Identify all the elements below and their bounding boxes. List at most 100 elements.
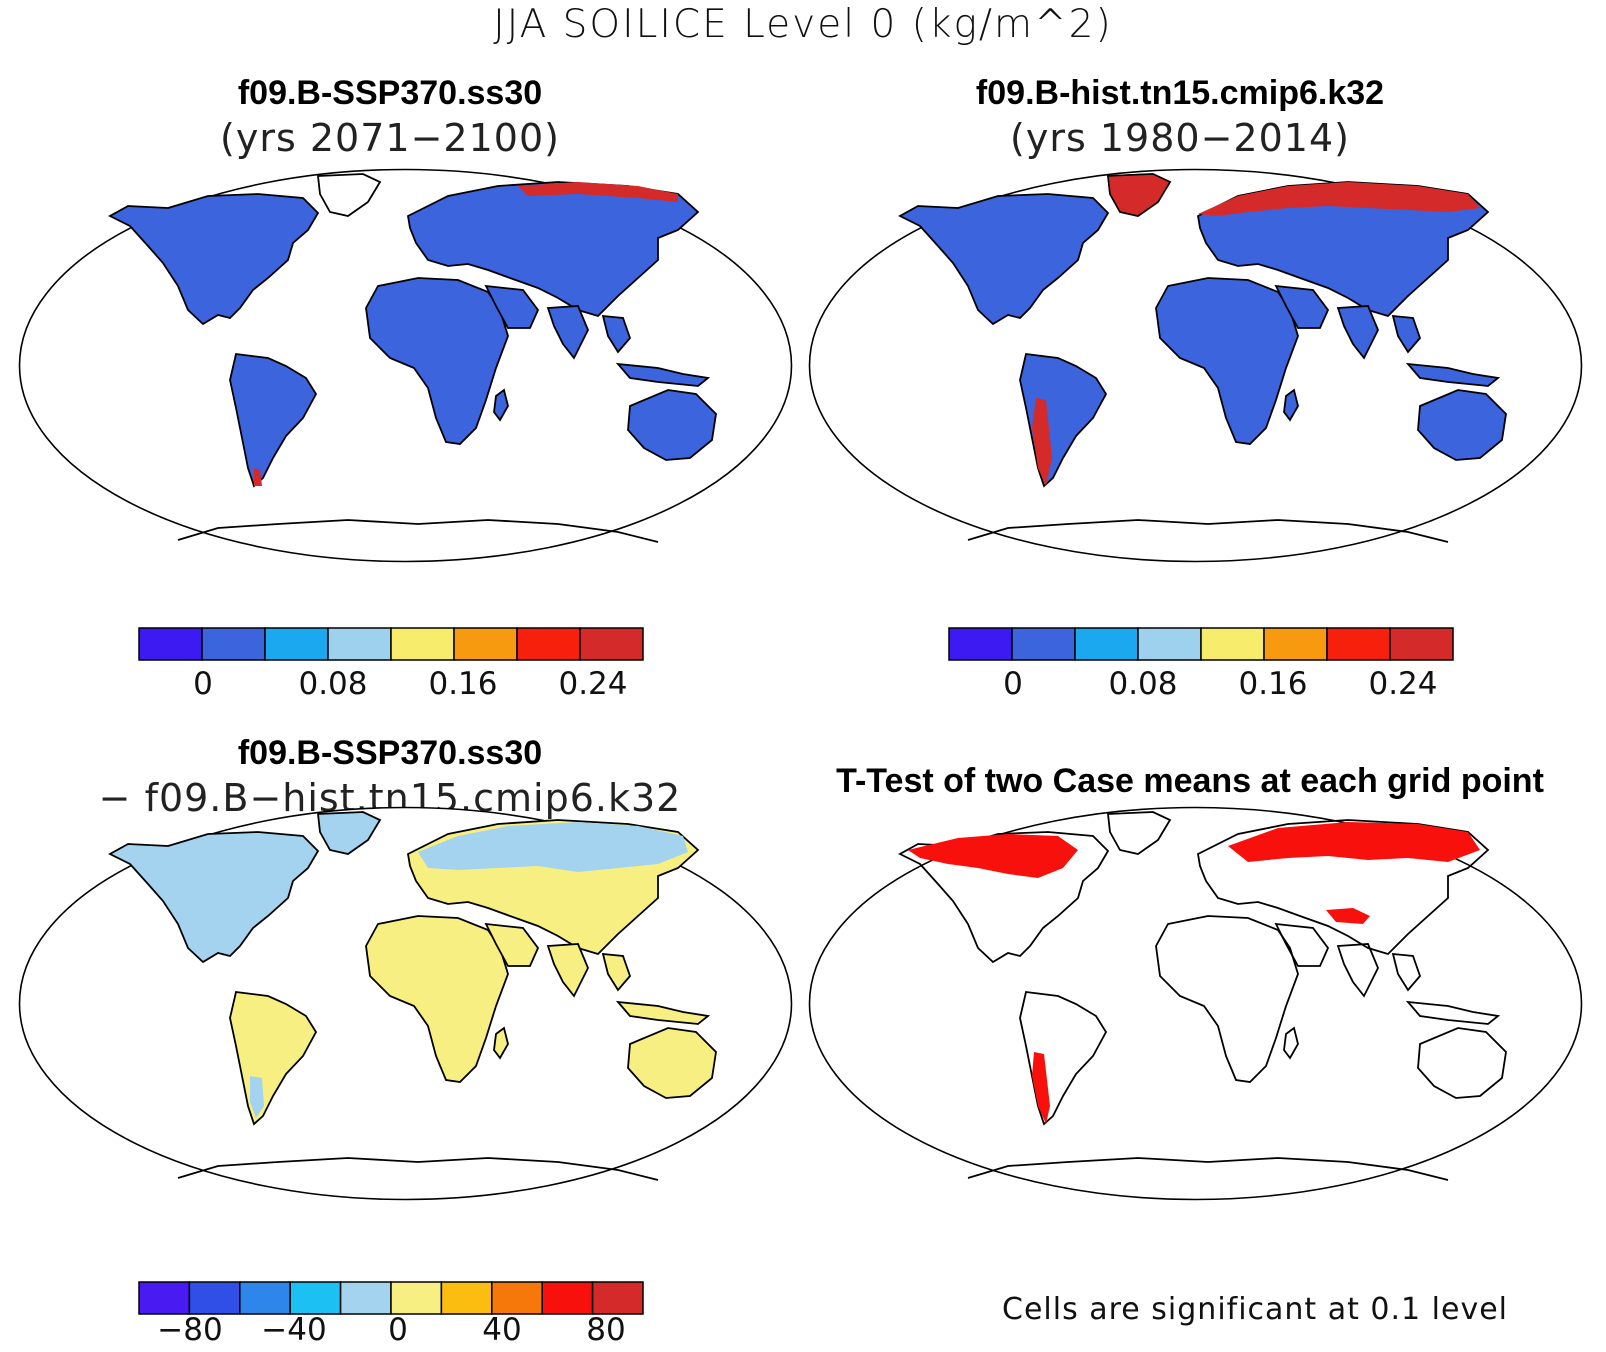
landmass-europeAsia <box>1197 181 1490 318</box>
landmass-india <box>546 305 589 360</box>
colorbar-swatch <box>264 627 329 661</box>
colorbar-swatch <box>591 1281 644 1315</box>
landmass-indonesia <box>1405 362 1501 387</box>
colorbar-swatch <box>138 1281 191 1315</box>
landmass-indonesia <box>615 362 711 387</box>
landmass-seAsia <box>1391 314 1422 354</box>
colorbar-swatch <box>491 1281 543 1315</box>
colorbar-swatch <box>1011 627 1076 661</box>
colorbar-swatch <box>390 627 455 661</box>
landmass-arabia <box>1274 284 1330 329</box>
landmass-madagascar <box>1283 1026 1299 1060</box>
high-values-patagonia <box>254 468 262 486</box>
colorbar-swatch <box>541 1281 594 1315</box>
landmass-indonesia <box>1405 1000 1501 1025</box>
colorbar-swatch <box>188 1281 241 1315</box>
cb2-tick-0: 0 <box>1003 666 1023 702</box>
map-ttest <box>808 806 1583 1201</box>
landmass-indonesia <box>615 1000 711 1025</box>
significant-tibet <box>1326 908 1370 924</box>
colorbar-swatch <box>327 627 392 661</box>
cb2-tick-2: 0.16 <box>1238 666 1308 702</box>
colorbar-swatch <box>1137 627 1202 661</box>
high-values-arctic-coast <box>518 182 678 202</box>
colorbar-case1-ticks: 0 0.08 0.16 0.24 <box>138 666 658 706</box>
cb2-tick-1: 0.08 <box>1108 666 1178 702</box>
landmass-antarctica <box>967 1157 1449 1181</box>
panel4-title: T-Test of two Case means at each grid po… <box>836 762 1544 800</box>
colorbar-case2-ticks: 0 0.08 0.16 0.24 <box>948 666 1468 706</box>
landmass-southAmerica <box>1019 991 1108 1126</box>
significant-andes <box>1032 1052 1050 1124</box>
colorbar-case1 <box>138 627 644 661</box>
map-case2 <box>808 168 1583 563</box>
landmass-seAsia <box>1391 952 1422 992</box>
high-values-arctic-canada <box>1107 173 1172 217</box>
landmass-northAmerica <box>108 831 320 964</box>
landmass-southAmerica <box>229 353 318 488</box>
landmass-australia <box>1417 389 1507 461</box>
colorbar-swatch <box>239 1281 291 1315</box>
high-values-siberia <box>1198 182 1480 216</box>
panel2-subtitle: (yrs 1980−2014) <box>1010 116 1350 160</box>
landmass-antarctica <box>177 1157 659 1181</box>
cb3-tick-0: −80 <box>157 1312 223 1348</box>
panel1-title: f09.B-SSP370.ss30 <box>237 74 543 112</box>
panel3-title: f09.B-SSP370.ss30 <box>237 734 543 772</box>
colorbar-swatch <box>1263 627 1328 661</box>
colorbar-swatch <box>1074 627 1139 661</box>
cb1-tick-0: 0 <box>193 666 213 702</box>
cb3-tick-4: 80 <box>586 1312 626 1348</box>
landmass-northAmerica <box>898 831 1110 964</box>
landmass-greenland <box>1106 811 1172 855</box>
landmass-europeAsia <box>1197 819 1490 956</box>
significant-canada <box>908 834 1078 878</box>
cb1-tick-2: 0.16 <box>428 666 498 702</box>
colorbar-swatch <box>453 627 518 661</box>
cb3-tick-3: 40 <box>482 1312 522 1348</box>
landmass-africa <box>365 277 509 445</box>
colorbar-swatch <box>390 1281 443 1315</box>
significance-note: Cells are significant at 0.1 level <box>1002 1292 1509 1327</box>
colorbar-swatch <box>138 627 203 661</box>
significant-siberia <box>1228 822 1480 862</box>
cb2-tick-3: 0.24 <box>1368 666 1438 702</box>
landmass-northAmerica <box>898 193 1110 326</box>
colorbar-swatch <box>339 1281 392 1315</box>
colorbar-swatch <box>1200 627 1265 661</box>
landmass-africa <box>1155 277 1299 445</box>
landmass-india <box>1336 305 1379 360</box>
colorbar-swatch <box>579 627 644 661</box>
colorbar-swatch <box>1326 627 1391 661</box>
ttest-continents <box>808 806 1583 1201</box>
cb1-tick-3: 0.24 <box>558 666 628 702</box>
panel1-subtitle: (yrs 2071−2100) <box>220 116 560 160</box>
landmass-madagascar <box>1283 388 1299 422</box>
diff-negative-north-eurasia <box>418 822 688 872</box>
landmass-seAsia <box>601 314 632 354</box>
case2-continents <box>808 168 1583 563</box>
colorbar-swatch <box>201 627 266 661</box>
figure-title: JJA SOILICE Level 0 (kg/m^2) <box>493 2 1113 47</box>
landmass-seAsia <box>601 952 632 992</box>
colorbar-swatch <box>948 627 1013 661</box>
high-values-andes <box>1032 398 1052 486</box>
map-difference <box>18 806 793 1201</box>
landmass-africa <box>1155 915 1299 1083</box>
map-case1 <box>18 168 793 563</box>
colorbar-swatch <box>516 627 581 661</box>
landmass-australia <box>627 1027 717 1099</box>
landmass-madagascar <box>493 388 509 422</box>
landmass-australia <box>627 389 717 461</box>
landmass-greenland <box>316 811 382 855</box>
landmass-arabia <box>484 284 540 329</box>
landmass-arabia <box>1274 922 1330 967</box>
landmass-northAmerica <box>108 193 320 326</box>
landmass-australia <box>1417 1027 1507 1099</box>
colorbar-swatch <box>289 1281 342 1315</box>
landmass-arabia <box>484 922 540 967</box>
landmass-india <box>1336 943 1379 998</box>
panel2-title: f09.B-hist.tn15.cmip6.k32 <box>975 74 1385 112</box>
landmass-madagascar <box>493 1026 509 1060</box>
diff-negative-andes <box>250 1076 264 1118</box>
